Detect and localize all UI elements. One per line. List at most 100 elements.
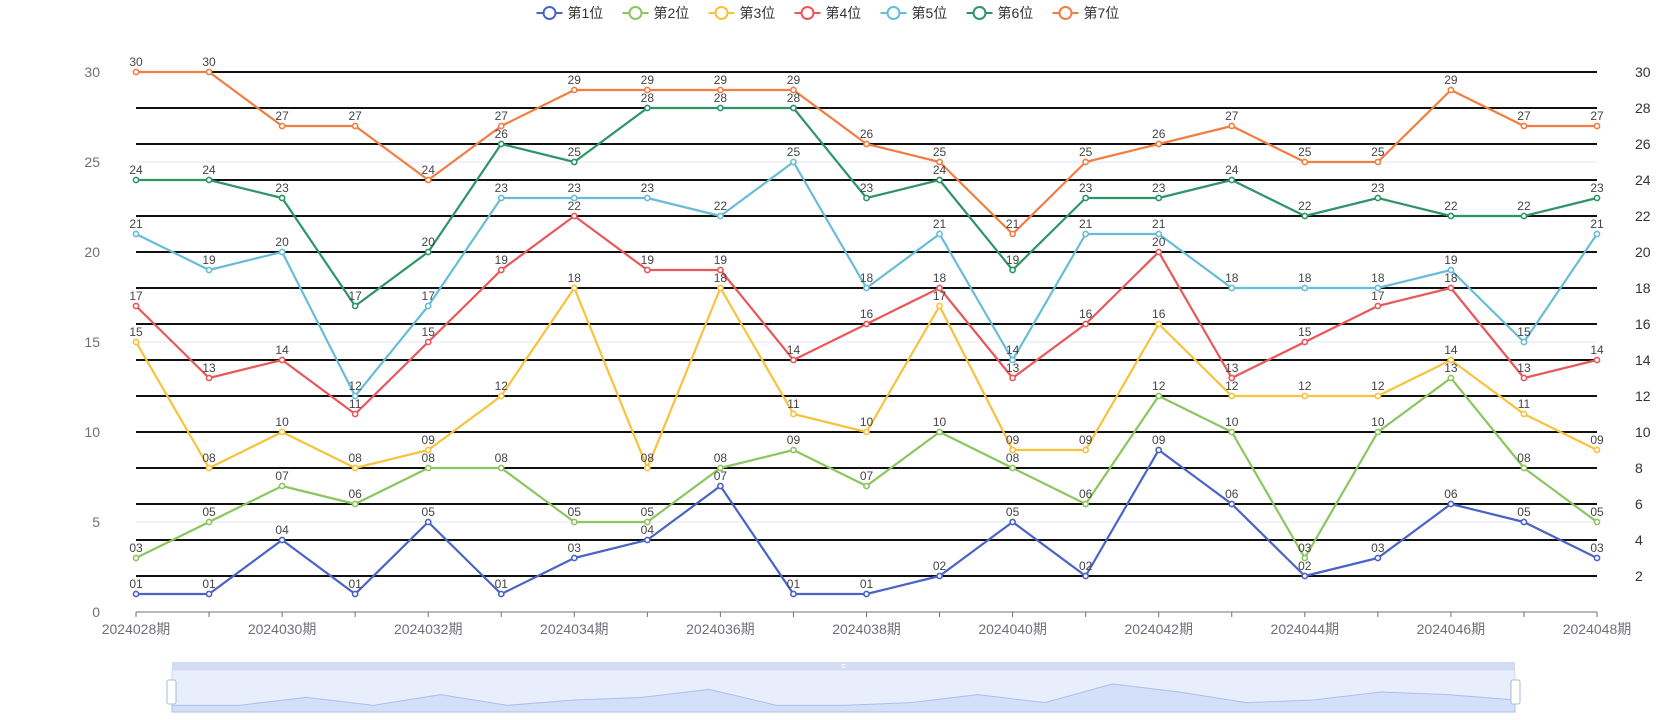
- data-point[interactable]: [497, 590, 505, 598]
- data-zoom-slider[interactable]: ≡: [166, 661, 1521, 713]
- data-point[interactable]: [278, 122, 286, 130]
- data-point[interactable]: [205, 176, 213, 184]
- data-point[interactable]: [1155, 446, 1163, 454]
- data-point[interactable]: [1301, 392, 1309, 400]
- data-point[interactable]: [1228, 176, 1236, 184]
- data-point[interactable]: [936, 284, 943, 292]
- data-point[interactable]: [1520, 374, 1528, 382]
- data-point[interactable]: [1228, 122, 1236, 130]
- data-point[interactable]: [1447, 374, 1455, 382]
- data-point[interactable]: [205, 464, 213, 472]
- data-point[interactable]: [132, 554, 140, 562]
- data-point[interactable]: [351, 122, 359, 130]
- data-point[interactable]: [1228, 428, 1236, 436]
- data-point[interactable]: [790, 158, 797, 166]
- data-point[interactable]: [936, 572, 943, 580]
- data-point[interactable]: [1593, 122, 1601, 130]
- legend-item[interactable]: 第1位: [536, 5, 604, 21]
- data-point[interactable]: [863, 140, 870, 148]
- data-point[interactable]: [351, 500, 359, 508]
- data-point[interactable]: [497, 140, 505, 148]
- data-point[interactable]: [790, 86, 797, 94]
- data-point[interactable]: [1447, 356, 1455, 364]
- data-point[interactable]: [570, 554, 578, 562]
- data-point[interactable]: [1009, 230, 1016, 238]
- data-point[interactable]: [1155, 248, 1163, 256]
- data-point[interactable]: [1301, 284, 1309, 292]
- data-point[interactable]: [1374, 284, 1382, 292]
- data-point[interactable]: [1374, 302, 1382, 310]
- data-point[interactable]: [1447, 284, 1455, 292]
- data-point[interactable]: [205, 68, 213, 76]
- data-point[interactable]: [351, 302, 359, 310]
- zoom-handle-left[interactable]: [166, 679, 177, 705]
- data-point[interactable]: [1228, 374, 1236, 382]
- data-point[interactable]: [717, 284, 724, 292]
- data-point[interactable]: [424, 464, 432, 472]
- data-point[interactable]: [1009, 374, 1016, 382]
- data-point[interactable]: [132, 590, 140, 598]
- data-point[interactable]: [278, 536, 286, 544]
- data-point[interactable]: [936, 158, 943, 166]
- data-point[interactable]: [1520, 464, 1528, 472]
- data-point[interactable]: [351, 410, 359, 418]
- data-point[interactable]: [1228, 500, 1236, 508]
- data-point[interactable]: [643, 518, 651, 526]
- data-point[interactable]: [1520, 212, 1528, 220]
- data-point[interactable]: [1520, 338, 1528, 346]
- data-point[interactable]: [1593, 230, 1601, 238]
- data-point[interactable]: [936, 176, 943, 184]
- data-point[interactable]: [424, 302, 432, 310]
- data-point[interactable]: [278, 194, 286, 202]
- data-point[interactable]: [424, 338, 432, 346]
- data-point[interactable]: [570, 158, 578, 166]
- data-point[interactable]: [1082, 194, 1090, 202]
- data-point[interactable]: [1374, 392, 1382, 400]
- legend-item[interactable]: 第2位: [622, 5, 690, 21]
- data-point[interactable]: [1082, 446, 1090, 454]
- zoom-move-handle-icon[interactable]: ≡: [841, 661, 846, 671]
- data-point[interactable]: [863, 590, 870, 598]
- data-point[interactable]: [1447, 266, 1455, 274]
- data-point[interactable]: [1228, 392, 1236, 400]
- data-point[interactable]: [424, 248, 432, 256]
- data-point[interactable]: [1593, 356, 1601, 364]
- legend-item[interactable]: 第5位: [880, 5, 948, 21]
- data-point[interactable]: [863, 194, 870, 202]
- data-point[interactable]: [1374, 428, 1382, 436]
- data-point[interactable]: [351, 392, 359, 400]
- data-point[interactable]: [278, 356, 286, 364]
- data-point[interactable]: [717, 104, 724, 112]
- data-point[interactable]: [1228, 284, 1236, 292]
- data-point[interactable]: [643, 266, 651, 274]
- data-point[interactable]: [1009, 266, 1016, 274]
- data-point[interactable]: [570, 194, 578, 202]
- data-point[interactable]: [1155, 194, 1163, 202]
- data-point[interactable]: [790, 104, 797, 112]
- data-point[interactable]: [643, 464, 651, 472]
- data-point[interactable]: [132, 230, 140, 238]
- zoom-move-bar[interactable]: [172, 662, 1515, 670]
- data-point[interactable]: [863, 320, 870, 328]
- data-point[interactable]: [1593, 554, 1601, 562]
- data-point[interactable]: [278, 482, 286, 490]
- data-point[interactable]: [1009, 446, 1016, 454]
- data-point[interactable]: [132, 302, 140, 310]
- data-point[interactable]: [1155, 392, 1163, 400]
- data-point[interactable]: [1447, 500, 1455, 508]
- data-point[interactable]: [790, 590, 797, 598]
- data-point[interactable]: [1374, 158, 1382, 166]
- data-point[interactable]: [497, 266, 505, 274]
- zoom-handle-right[interactable]: [1510, 679, 1521, 705]
- data-point[interactable]: [1155, 140, 1163, 148]
- legend-item[interactable]: 第6位: [966, 5, 1034, 21]
- data-point[interactable]: [570, 284, 578, 292]
- data-point[interactable]: [424, 446, 432, 454]
- data-point[interactable]: [790, 356, 797, 364]
- data-point[interactable]: [790, 446, 797, 454]
- data-point[interactable]: [717, 482, 724, 490]
- data-point[interactable]: [424, 518, 432, 526]
- data-point[interactable]: [1593, 446, 1601, 454]
- data-point[interactable]: [643, 194, 651, 202]
- data-point[interactable]: [1082, 572, 1090, 580]
